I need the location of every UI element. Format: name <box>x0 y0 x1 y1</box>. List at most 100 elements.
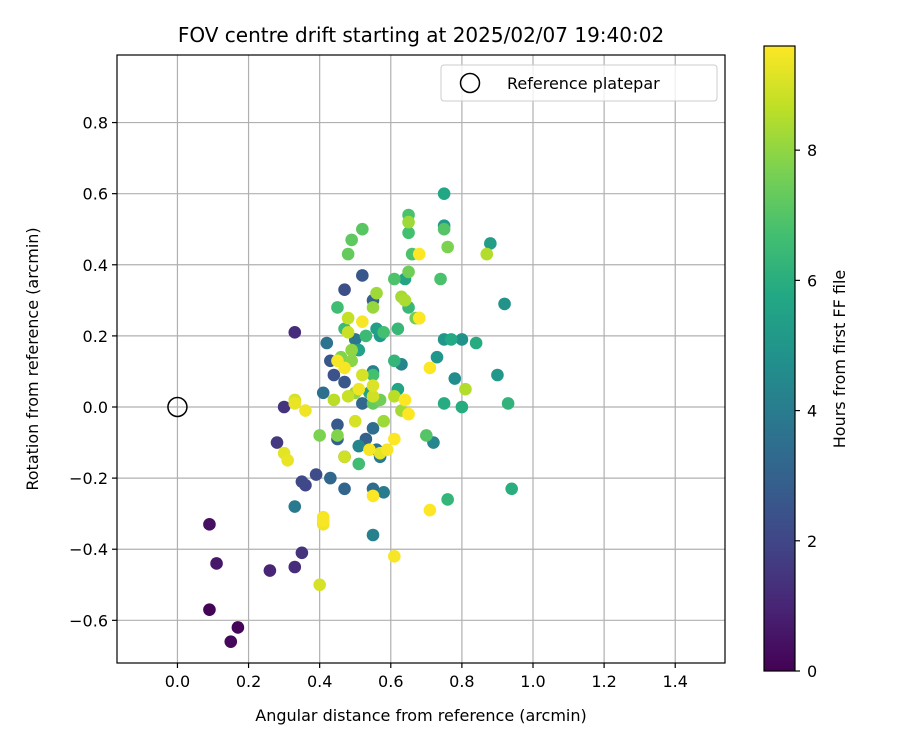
data-point <box>270 436 284 449</box>
data-point <box>491 368 504 382</box>
data-point <box>388 432 401 446</box>
data-point <box>455 400 469 414</box>
x-tick-label: 0.4 <box>307 672 332 691</box>
data-point <box>341 326 355 339</box>
data-point <box>398 294 412 307</box>
y-tick-label: −0.2 <box>69 469 108 488</box>
data-point <box>366 368 380 382</box>
data-point <box>281 454 294 467</box>
data-point <box>444 333 458 346</box>
y-axis-label: Rotation from reference (arcmin) <box>23 227 42 490</box>
data-point <box>437 222 451 236</box>
data-point <box>331 429 344 442</box>
data-point <box>331 301 344 314</box>
data-point <box>423 361 437 375</box>
data-point <box>377 414 390 428</box>
x-tick-label: 0.0 <box>165 672 190 691</box>
legend-label: Reference platepar <box>507 74 660 93</box>
data-point <box>484 237 497 250</box>
colorbar <box>764 46 795 671</box>
legend-reference-marker <box>459 72 481 94</box>
colorbar-frame <box>763 45 796 672</box>
legend-box <box>440 64 718 102</box>
x-tick-label: 1.2 <box>591 672 616 691</box>
data-point <box>430 350 444 364</box>
x-axis-ticks: 0.0 0.2 0.4 0.6 0.8 1.0 1.2 1.4 <box>165 663 688 691</box>
data-point <box>366 422 380 435</box>
data-point <box>380 443 394 456</box>
data-point <box>388 390 401 403</box>
data-point <box>377 486 390 499</box>
data-point <box>388 272 401 286</box>
data-point <box>313 578 326 592</box>
data-point <box>437 397 451 410</box>
colorbar-tick-label: 8 <box>807 141 817 160</box>
data-point <box>309 468 323 481</box>
data-point <box>356 315 369 328</box>
data-point <box>313 429 326 442</box>
data-point <box>498 297 511 311</box>
y-tick-label: 0.6 <box>83 185 108 204</box>
reference-marker-group <box>167 396 188 418</box>
data-point <box>356 222 369 236</box>
data-point <box>352 439 366 453</box>
data-point <box>391 322 405 336</box>
data-point <box>366 301 380 314</box>
data-point <box>263 564 277 577</box>
x-tick-label: 0.6 <box>378 672 403 691</box>
data-point <box>352 457 366 471</box>
data-point <box>505 482 518 496</box>
data-point <box>359 329 373 343</box>
y-tick-label: 0.0 <box>83 398 108 417</box>
data-point <box>210 557 223 570</box>
data-point <box>338 283 351 296</box>
plot-frame <box>116 54 726 664</box>
x-tick-label: 1.0 <box>520 672 545 691</box>
colorbar-tick-label: 0 <box>807 662 817 681</box>
data-point <box>341 390 355 403</box>
data-point <box>338 361 351 375</box>
colorbar-tick-label: 2 <box>807 532 817 551</box>
data-point <box>363 443 376 456</box>
data-point <box>402 407 415 421</box>
data-point <box>288 560 302 574</box>
data-point <box>412 311 426 325</box>
reference-marker <box>167 396 188 418</box>
data-point <box>341 247 355 261</box>
data-point <box>341 311 355 325</box>
data-point <box>501 397 515 410</box>
data-point <box>420 429 433 442</box>
data-point <box>345 233 358 247</box>
data-point <box>299 404 312 417</box>
data-point <box>448 372 462 385</box>
data-point <box>295 475 309 488</box>
data-point <box>356 368 369 382</box>
legend: Reference platepar <box>440 64 718 102</box>
data-point <box>331 418 344 432</box>
data-point <box>356 269 369 282</box>
colorbar-tick-label: 6 <box>807 271 817 290</box>
data-point <box>455 333 469 346</box>
data-point <box>469 336 483 350</box>
y-tick-label: −0.4 <box>69 540 108 559</box>
x-axis-label: Angular distance from reference (arcmin) <box>255 706 586 725</box>
chart-title: FOV centre drift starting at 2025/02/07 … <box>178 23 664 47</box>
y-tick-label: 0.8 <box>83 114 108 133</box>
data-point <box>203 603 216 616</box>
y-tick-label: 0.4 <box>83 256 108 275</box>
data-point <box>231 621 245 634</box>
data-point <box>224 635 238 648</box>
data-point <box>366 489 380 503</box>
data-point <box>388 550 401 563</box>
colorbar-ticks: 0 2 4 6 8 <box>795 141 817 681</box>
data-point <box>324 471 337 485</box>
data-point <box>203 518 216 531</box>
data-point <box>402 215 415 229</box>
y-tick-label: 0.2 <box>83 327 108 346</box>
data-point <box>320 336 334 350</box>
data-point <box>402 226 415 240</box>
data-point <box>356 397 369 410</box>
data-point <box>338 375 351 389</box>
data-point <box>366 379 380 392</box>
data-point <box>295 546 309 560</box>
